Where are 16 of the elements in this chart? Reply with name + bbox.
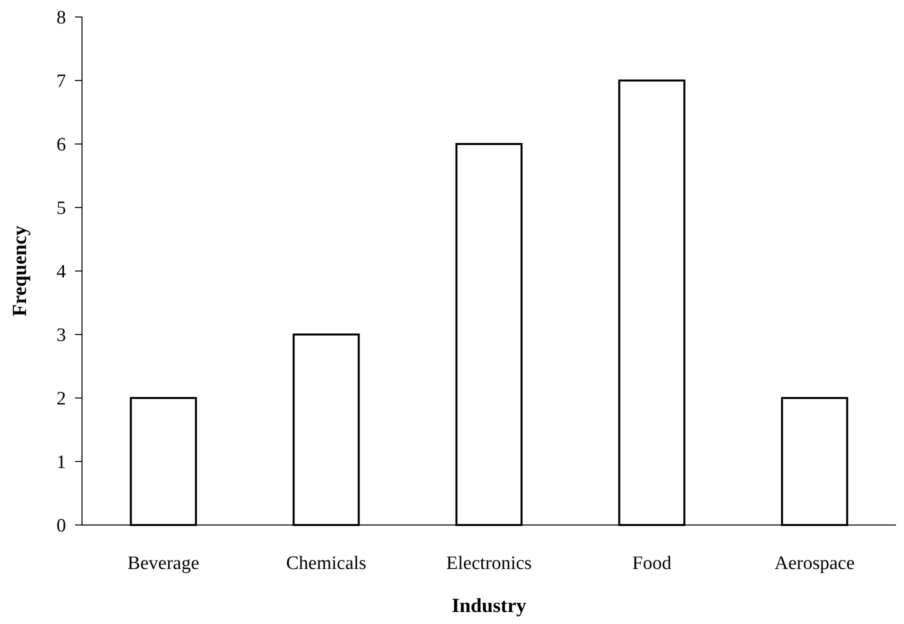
y-tick-label: 8 bbox=[56, 8, 66, 29]
y-tick-label: 0 bbox=[56, 516, 66, 537]
y-axis-title: Frequency bbox=[9, 226, 31, 316]
x-tick-label: Chemicals bbox=[286, 553, 366, 574]
y-tick-label: 7 bbox=[56, 71, 66, 92]
y-tick-label: 6 bbox=[56, 134, 66, 156]
x-tick-label: Food bbox=[632, 553, 672, 574]
x-tick-label: Beverage bbox=[128, 553, 200, 574]
x-axis-title: Industry bbox=[452, 595, 526, 617]
y-tick-label: 2 bbox=[56, 388, 66, 410]
y-tick-label: 3 bbox=[56, 325, 66, 346]
y-tick-label: 4 bbox=[56, 262, 66, 283]
x-tick-label: Electronics bbox=[446, 553, 532, 574]
y-tick-label: 1 bbox=[56, 452, 66, 474]
x-tick-label: Aerospace bbox=[774, 553, 855, 574]
y-tick-label: 5 bbox=[56, 198, 66, 220]
